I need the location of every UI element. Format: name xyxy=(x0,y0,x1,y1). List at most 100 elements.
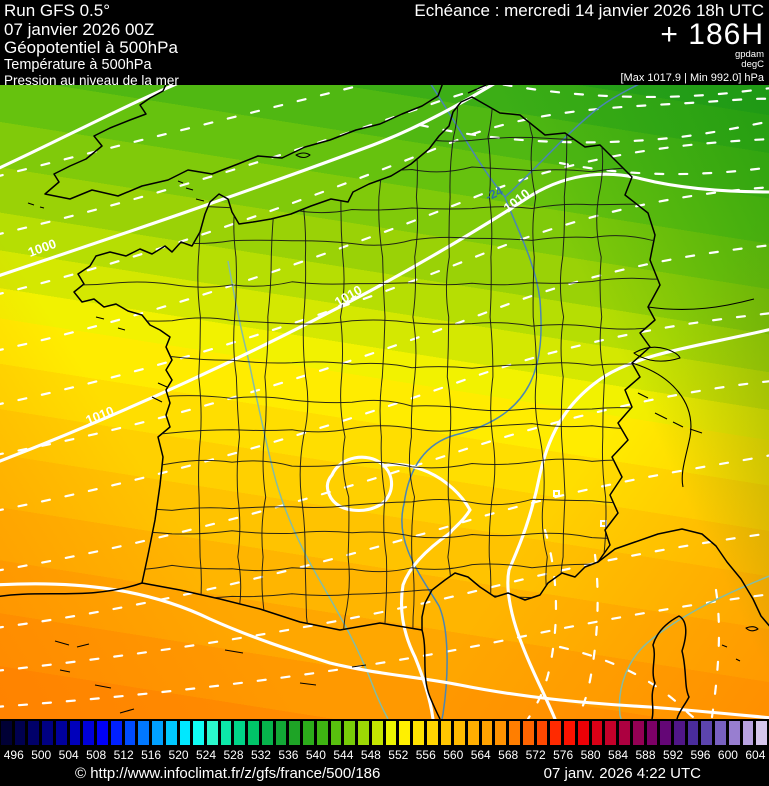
colorbar-cell xyxy=(727,720,742,746)
department-border-line xyxy=(193,97,202,630)
coast-england xyxy=(44,85,443,200)
colorbar-cell xyxy=(288,720,303,746)
colorbar-cell xyxy=(343,720,358,746)
minmax-pressure: [Max 1017.9 | Min 992.0] hPa xyxy=(620,72,765,84)
colorbar-cell xyxy=(618,720,632,746)
coast-italy xyxy=(597,528,769,627)
temp-contour-west xyxy=(227,260,389,719)
colorbar-tick-label: 512 xyxy=(113,748,134,762)
colorbar-cell xyxy=(466,720,481,746)
colorbar-tick-label: 564 xyxy=(470,748,491,762)
bottom-bar: 496 500 504 508 512 516 520 524 528 532 536 540 544 5… xyxy=(0,719,769,786)
department-border-line xyxy=(408,97,421,630)
colorbar-cell xyxy=(384,720,399,746)
colorbar-cell xyxy=(41,720,55,746)
colorbar-tick-label: 508 xyxy=(86,748,107,762)
header: Run GFS 0.5° 07 janvier 2026 00Z Géopote… xyxy=(0,0,769,88)
alps-marks xyxy=(637,392,703,434)
colorbar-tick-label: 536 xyxy=(278,748,299,762)
colorbar-cell xyxy=(137,720,152,746)
colorbar-cell xyxy=(672,720,687,746)
lake-geneva xyxy=(633,346,681,362)
colorbar-cell xyxy=(563,720,577,746)
colorbar-cell xyxy=(0,720,14,746)
colorbar-cell xyxy=(54,720,69,746)
colorbar-cell xyxy=(521,720,536,746)
colorbar-tick-label: 560 xyxy=(443,748,464,762)
isobar-label-1010-c: 1010 xyxy=(501,186,533,216)
map-overlay: 1000 1010 1010 1010 -24 xyxy=(0,85,769,719)
colorbar-cell xyxy=(68,720,83,746)
colorbar-cell xyxy=(151,720,165,746)
colorbar-tick-label: 504 xyxy=(58,748,79,762)
colorbar-tick-label: 516 xyxy=(141,748,162,762)
colorbar-cell xyxy=(123,720,138,746)
colorbar-cell xyxy=(659,720,673,746)
colorbar-cell xyxy=(494,720,509,746)
colorbar-cell xyxy=(714,720,728,746)
colorbar-tick-label: 604 xyxy=(745,748,766,762)
coastlines xyxy=(0,85,769,719)
colorbar-tick-label: 532 xyxy=(250,748,271,762)
colorbar-cell xyxy=(13,720,28,746)
colorbar-cell xyxy=(480,720,495,746)
colorbar-cell xyxy=(27,720,42,746)
colorbar-cell xyxy=(453,720,467,746)
colorbar-cell xyxy=(247,720,261,746)
echeance-text: Echéance : mercredi 14 janvier 2026 18h … xyxy=(414,1,764,20)
run-date: 07 janvier 2026 00Z xyxy=(4,20,155,39)
isle-of-wight xyxy=(295,152,311,159)
channel-islands xyxy=(177,180,205,202)
department-border-line xyxy=(526,97,552,630)
colorbar-cell xyxy=(439,720,454,746)
colorbar-cell xyxy=(576,720,591,746)
colorbar-tick-label: 540 xyxy=(305,748,326,762)
department-border-line xyxy=(378,97,389,630)
colorbar-cell xyxy=(357,720,371,746)
colorbar-cell xyxy=(233,720,248,746)
colorbar-cell xyxy=(260,720,275,746)
colorbar-tick-label: 580 xyxy=(580,748,601,762)
department-border-line xyxy=(74,275,660,288)
france-outline xyxy=(73,96,661,631)
param-geopotential: Géopotentiel à 500hPa xyxy=(4,38,178,57)
colorbar-ticks: 496 500 504 508 512 516 520 524 528 532 536 540 544 5… xyxy=(0,748,769,763)
brittany-islands xyxy=(95,316,168,403)
colorbar-tick-label: 548 xyxy=(360,748,381,762)
temp-label-minus24: -24 xyxy=(483,184,505,204)
generation-datetime: 07 janv. 2026 4:22 UTC xyxy=(543,765,701,782)
isobar-1000 xyxy=(0,85,495,277)
coast-spain-north xyxy=(0,582,143,598)
colorbar-cell xyxy=(425,720,440,746)
colorbar-tick-label: 584 xyxy=(608,748,629,762)
coast-belgium xyxy=(467,85,487,94)
colorbar-tick-label: 600 xyxy=(717,748,738,762)
colorbar-cell xyxy=(192,720,207,746)
elba-island xyxy=(745,626,759,632)
colorbar-cell xyxy=(412,720,426,746)
run-info: Run GFS 0.5° 07 janvier 2026 00Z Géopote… xyxy=(4,1,179,88)
map-canvas: 1000 1010 1010 1010 -24 xyxy=(0,85,769,719)
unit-gpdam: gpdam xyxy=(734,49,764,60)
colorbar-cell xyxy=(178,720,193,746)
isobar-loop-tail xyxy=(381,462,472,719)
colorbar-tick-label: 524 xyxy=(196,748,217,762)
colorbar-tick-label: 500 xyxy=(31,748,52,762)
coast-corsica xyxy=(651,615,690,719)
colorbar-cell xyxy=(590,720,605,746)
colorbar-cell xyxy=(274,720,289,746)
colorbar-tick-label: 588 xyxy=(635,748,656,762)
colorbar-tick-label: 592 xyxy=(662,748,683,762)
colorbar-cell xyxy=(96,720,110,746)
spain-mountains xyxy=(54,640,367,714)
colorbar xyxy=(0,720,769,746)
colorbar-cell xyxy=(631,720,646,746)
colorbar-cell xyxy=(686,720,701,746)
isobar-1010 xyxy=(0,172,769,463)
footer: © http://www.infoclimat.fr/z/gfs/france/… xyxy=(0,763,769,786)
isobar-label-1010-a: 1010 xyxy=(84,403,116,428)
colorbar-cell xyxy=(755,720,769,746)
colorbar-cell xyxy=(206,720,220,746)
colorbar-tick-label: 496 xyxy=(3,748,24,762)
